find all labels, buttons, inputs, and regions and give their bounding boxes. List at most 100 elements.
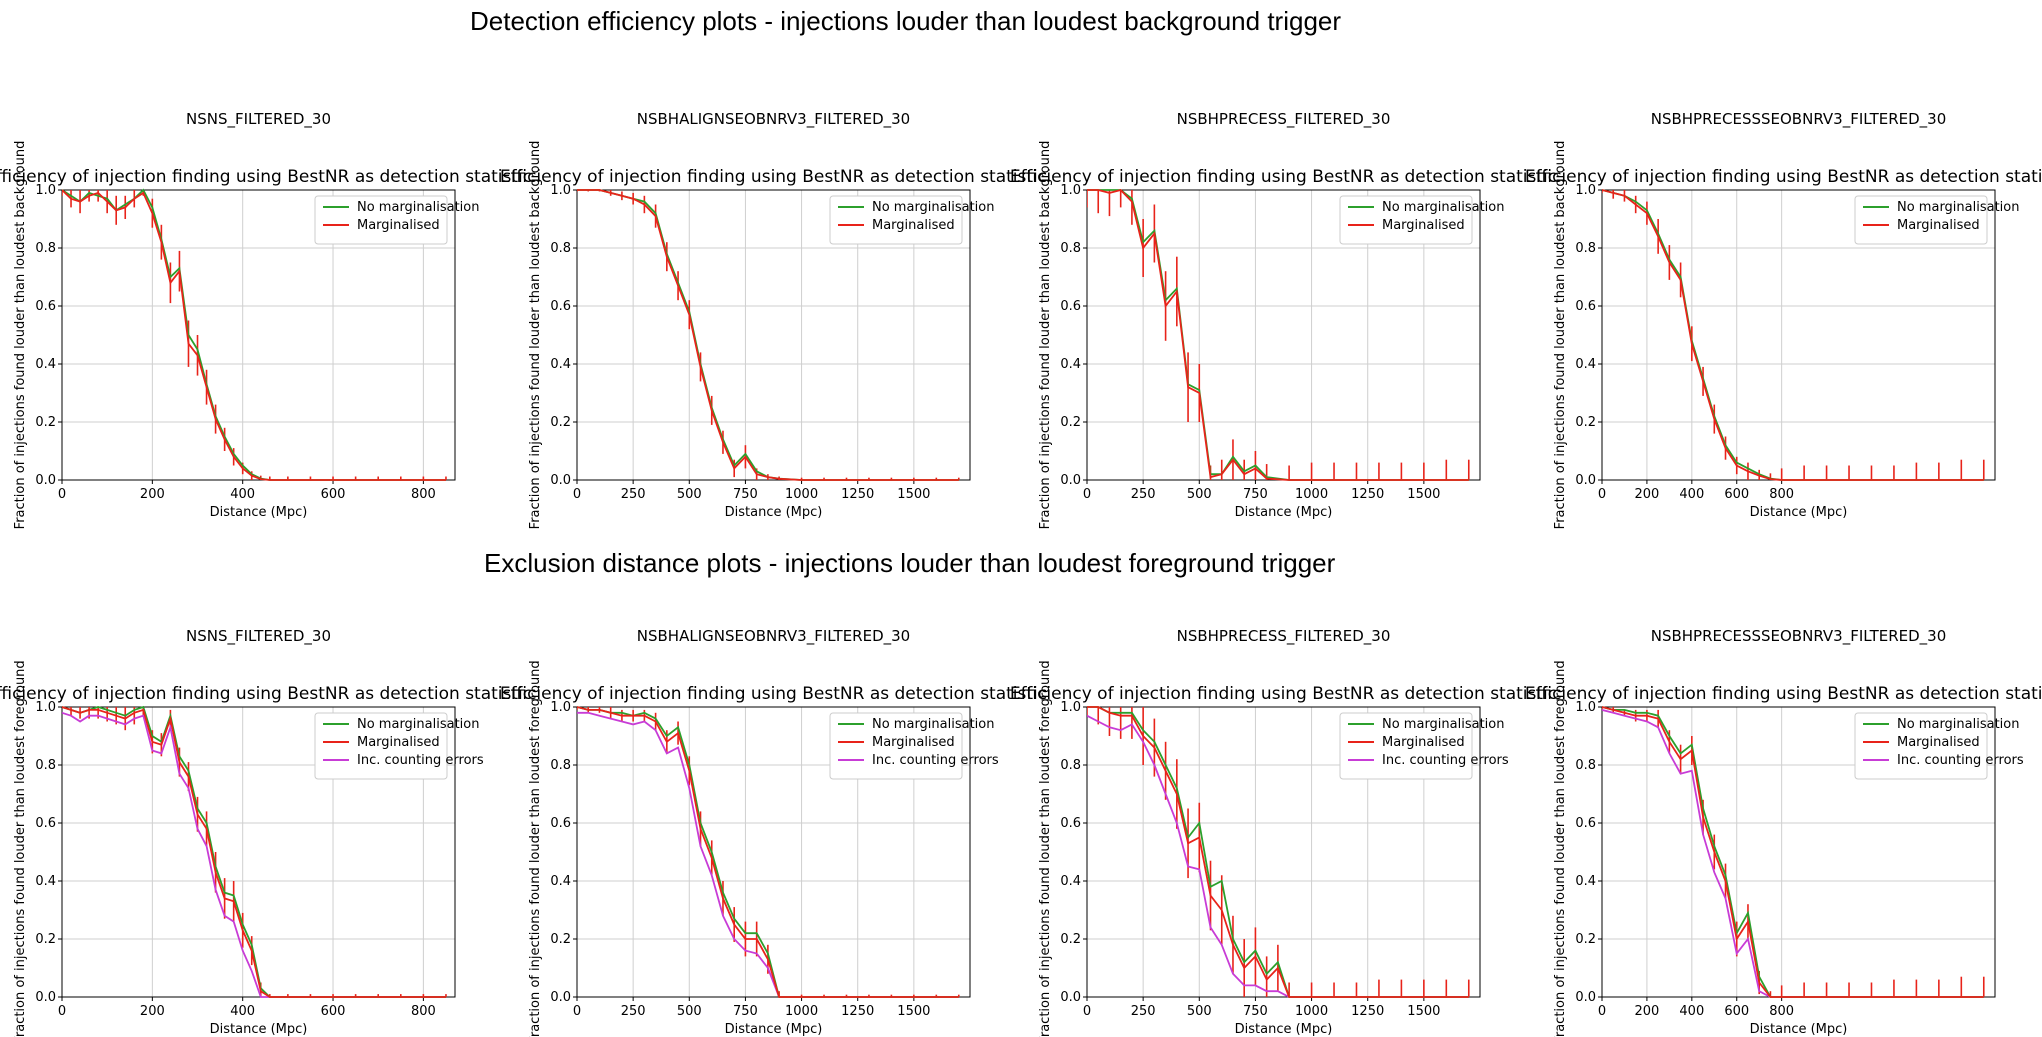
data-layer xyxy=(1602,189,1985,481)
x-tick-label: 250 xyxy=(621,487,646,502)
subplot-title: Efficiency of injection finding using Be… xyxy=(1525,167,2042,187)
series-line-marginalised xyxy=(1602,706,1984,998)
plot-frame xyxy=(576,189,971,481)
y-tick-label: 0.4 xyxy=(35,874,56,889)
panel-title: NSBHALIGNSEOBNRV3_FILTERED_30 xyxy=(637,110,910,129)
y-tick-label: 0.4 xyxy=(550,874,571,889)
efficiency-plot-2: NSBHALIGNSEOBNRV3_FILTERED_30 Efficiency … xyxy=(500,110,1047,529)
legend: No marginalisation Marginalised Inc. count… xyxy=(314,712,484,780)
exclusion-distance-heading: Exclusion distance plots - injections lo… xyxy=(484,548,1336,578)
efficiency-plot-5: NSNS_FILTERED_30 Efficiency of injection … xyxy=(0,627,532,1037)
y-tick-label: 0.2 xyxy=(550,415,571,430)
x-tick-label: 500 xyxy=(1187,1004,1212,1019)
y-tick-label: 0.4 xyxy=(1060,357,1081,372)
subplot-title: Efficiency of injection finding using Be… xyxy=(0,684,532,704)
y-tick-label: 0.2 xyxy=(1575,932,1596,947)
x-tick-label: 0 xyxy=(573,1004,581,1019)
x-tick-label: 0 xyxy=(58,487,66,502)
x-tick-label: 750 xyxy=(1243,1004,1268,1019)
legend-label: Marginalised xyxy=(1897,218,1980,233)
legend-label: No marginalisation xyxy=(1897,717,2020,732)
y-tick-label: 0.2 xyxy=(550,932,571,947)
x-tick-label: 800 xyxy=(1769,1004,1794,1019)
y-tick-label: 0.0 xyxy=(1060,990,1081,1005)
y-tick-label: 0.4 xyxy=(35,357,56,372)
series-line-marginalised xyxy=(577,706,959,998)
x-tick-label: 1500 xyxy=(1407,1004,1440,1019)
y-tick-label: 0.6 xyxy=(550,816,571,831)
y-tick-label: 1.0 xyxy=(550,183,571,198)
y-tick-label: 0.8 xyxy=(1575,758,1596,773)
x-tick-label: 1000 xyxy=(1295,487,1328,502)
y-tick-label: 0.6 xyxy=(35,816,56,831)
x-tick-label: 400 xyxy=(230,487,255,502)
legend-label: Inc. counting errors xyxy=(357,753,484,768)
x-axis-label: Distance (Mpc) xyxy=(1750,505,1848,520)
plot-frame xyxy=(576,706,971,998)
y-axis-label: Fraction of injections found louder than… xyxy=(1553,141,1568,530)
x-tick-label: 1000 xyxy=(785,487,818,502)
y-tick-label: 0.8 xyxy=(550,241,571,256)
y-axis-label: Fraction of injections found louder than… xyxy=(528,141,543,530)
x-tick-label: 1250 xyxy=(1351,487,1384,502)
y-tick-label: 0.0 xyxy=(35,473,56,488)
legend-label: Marginalised xyxy=(1897,735,1980,750)
data-layer xyxy=(62,188,447,481)
data-layer xyxy=(62,705,447,998)
y-tick-label: 0.6 xyxy=(1575,299,1596,314)
x-tick-label: 1250 xyxy=(841,1004,874,1019)
x-tick-label: 200 xyxy=(140,1004,165,1019)
legend-label: Marginalised xyxy=(357,218,440,233)
y-tick-label: 0.8 xyxy=(1060,241,1081,256)
x-tick-label: 250 xyxy=(1131,487,1156,502)
x-tick-label: 1250 xyxy=(841,487,874,502)
x-tick-label: 0 xyxy=(58,1004,66,1019)
x-tick-label: 750 xyxy=(1243,487,1268,502)
legend-label: Inc. counting errors xyxy=(872,753,999,768)
x-axis-label: Distance (Mpc) xyxy=(725,1022,823,1037)
efficiency-plot-1: NSNS_FILTERED_30 Efficiency of injection … xyxy=(0,110,532,529)
panel-title: NSBHALIGNSEOBNRV3_FILTERED_30 xyxy=(637,627,910,646)
x-tick-label: 800 xyxy=(411,487,436,502)
plot-frame xyxy=(61,189,456,481)
x-tick-label: 600 xyxy=(321,487,346,502)
y-tick-label: 0.8 xyxy=(35,241,56,256)
y-tick-label: 1.0 xyxy=(35,700,56,715)
x-tick-label: 200 xyxy=(1635,487,1660,502)
x-tick-label: 600 xyxy=(1724,487,1749,502)
series-line-marginalised xyxy=(577,189,959,481)
data-layer xyxy=(1602,706,1985,998)
legend-label: No marginalisation xyxy=(872,717,995,732)
y-axis-label: Fraction of injections found louder than… xyxy=(1553,660,1568,1037)
legend-label: Marginalised xyxy=(357,735,440,750)
y-tick-label: 0.0 xyxy=(1575,990,1596,1005)
y-tick-label: 1.0 xyxy=(550,700,571,715)
x-tick-label: 1500 xyxy=(897,1004,930,1019)
efficiency-plot-3: NSBHPRECESS_FILTERED_30 Efficiency of inj… xyxy=(1010,110,1557,529)
series-line-marginalised xyxy=(62,189,446,481)
x-tick-label: 250 xyxy=(621,1004,646,1019)
y-tick-label: 0.2 xyxy=(1575,415,1596,430)
panel-title: NSNS_FILTERED_30 xyxy=(186,110,331,129)
efficiency-plot-8: NSBHPRECESSSEOBNRV3_FILTERED_30 Efficienc… xyxy=(1525,627,2042,1037)
y-tick-label: 0.0 xyxy=(550,473,571,488)
legend-label: Marginalised xyxy=(872,218,955,233)
y-tick-label: 0.8 xyxy=(1575,241,1596,256)
subplot-title: Efficiency of injection finding using Be… xyxy=(500,684,1047,704)
y-tick-label: 0.6 xyxy=(35,299,56,314)
subplot-title: Efficiency of injection finding using Be… xyxy=(1010,684,1557,704)
y-axis-label: Fraction of injections found louder than… xyxy=(13,141,28,530)
data-layer xyxy=(1087,188,1470,481)
x-axis-label: Distance (Mpc) xyxy=(210,505,308,520)
legend: No marginalisation Marginalised Inc. count… xyxy=(829,712,999,780)
panel-title: NSBHPRECESS_FILTERED_30 xyxy=(1177,627,1391,646)
series-line-marginalised xyxy=(1087,706,1469,998)
x-tick-label: 500 xyxy=(677,487,702,502)
x-tick-label: 0 xyxy=(1598,1004,1606,1019)
x-tick-label: 500 xyxy=(1187,487,1212,502)
series-line-marginalised xyxy=(1087,188,1469,481)
y-axis-label: Fraction of injections found louder than… xyxy=(13,660,28,1037)
x-tick-label: 800 xyxy=(411,1004,436,1019)
legend: No marginalisation Marginalised xyxy=(314,195,480,245)
x-axis-label: Distance (Mpc) xyxy=(210,1022,308,1037)
